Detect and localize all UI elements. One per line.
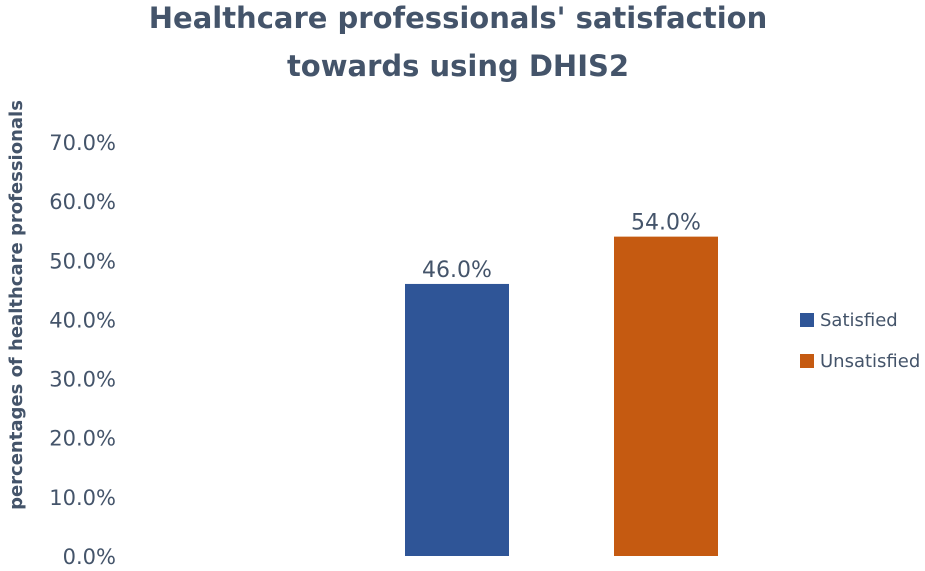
data-label-unsatisfied: 54.0% — [631, 211, 701, 236]
y-tick-label: 40.0% — [49, 308, 116, 332]
data-labels-group: 46.0% 54.0% — [422, 211, 701, 283]
legend-label-satisfied: Satisfied — [820, 310, 898, 331]
y-tick-label: 60.0% — [49, 190, 116, 214]
y-tick-label: 0.0% — [63, 545, 116, 569]
y-axis-ticks: 0.0% 10.0% 20.0% 30.0% 40.0% 50.0% 60.0% 70.0% — [49, 131, 116, 569]
y-tick-label: 70.0% — [49, 131, 116, 155]
y-tick-label: 50.0% — [49, 249, 116, 273]
bars-group — [405, 236, 718, 556]
bar-satisfied — [405, 283, 509, 556]
legend-label-unsatisfied: Unsatisfied — [820, 351, 920, 372]
legend: Satisfied Unsatisfied — [800, 310, 920, 372]
bar-unsatisfied — [614, 236, 718, 556]
legend-swatch-satisfied — [800, 313, 814, 327]
legend-swatch-unsatisfied — [800, 354, 814, 368]
y-tick-label: 10.0% — [49, 486, 116, 510]
chart-title-line-1: Healthcare professionals' satisfaction — [149, 1, 767, 35]
chart-title-line-2: towards using DHIS2 — [287, 49, 629, 83]
y-axis-label: percentages of healthcare professionals — [6, 100, 27, 510]
y-tick-label: 30.0% — [49, 368, 116, 392]
data-label-satisfied: 46.0% — [422, 258, 492, 283]
y-tick-label: 20.0% — [49, 427, 116, 451]
